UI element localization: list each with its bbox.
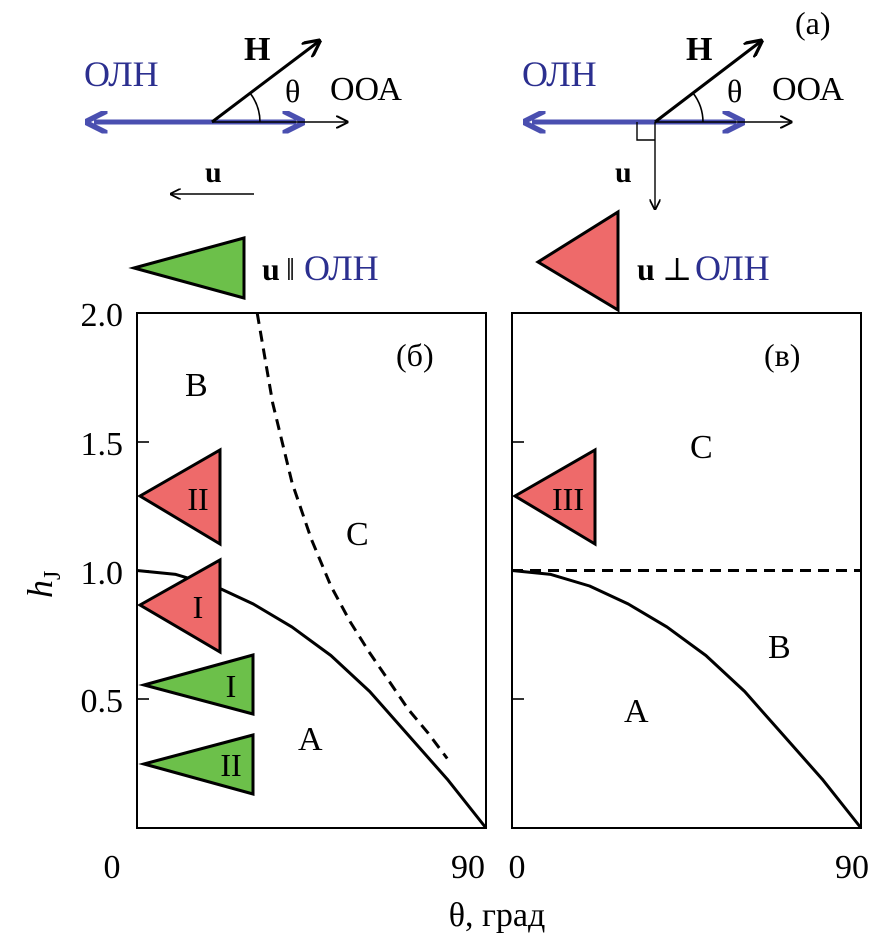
field-label: H xyxy=(244,31,270,68)
legend-parallel-u: u xyxy=(262,251,280,287)
marker-green-II-label: II xyxy=(220,747,241,783)
marker-green-I-label: I xyxy=(226,668,237,704)
region-c-B: B xyxy=(768,629,791,666)
marker-red-III-label: III xyxy=(552,481,584,517)
legend-perp-axis: ОЛН xyxy=(695,248,770,288)
angle-arc-right xyxy=(692,92,704,123)
ytick-0.5: 0.5 xyxy=(81,683,124,720)
xtick-b-90: 90 xyxy=(451,849,485,886)
marker-red-II: II xyxy=(137,447,222,547)
marker-red-II-label: II xyxy=(187,481,208,517)
xtick-c-0: 0 xyxy=(509,849,526,886)
hard-axis-label-right: ООА xyxy=(772,71,844,108)
ylabel-main: h xyxy=(20,580,60,598)
marker-green-II: II xyxy=(138,733,255,796)
angle-label: θ xyxy=(285,73,300,109)
region-b-C: C xyxy=(346,516,369,553)
marker-red-III: III xyxy=(512,447,597,547)
field-arrow-right xyxy=(654,42,760,124)
legend-parallel-symbol: ‖ xyxy=(286,251,295,287)
region-b-B: B xyxy=(185,367,208,404)
plot-c-curves xyxy=(511,569,863,829)
ylabel: hJ xyxy=(20,571,66,598)
region-c-A: A xyxy=(624,693,649,730)
easy-axis-label: ОЛН xyxy=(84,54,159,94)
hard-axis-label: ООА xyxy=(330,71,402,108)
region-b-A: A xyxy=(298,721,323,758)
ylabel-sub: J xyxy=(40,571,66,580)
legend-perp-u: u xyxy=(637,251,655,287)
panel-c-label: (в) xyxy=(764,337,800,373)
legend-perp-symbol: ⊥ xyxy=(662,251,692,287)
panel-a-left: ОЛН H θ ООА u xyxy=(84,31,402,194)
marker-green-I: I xyxy=(138,653,255,716)
ytick-1.5: 1.5 xyxy=(81,426,124,463)
marker-red-I: I xyxy=(136,557,222,655)
angle-label-right: θ xyxy=(727,73,742,109)
field-label-right: H xyxy=(686,31,712,68)
field-arrow xyxy=(211,42,318,124)
ytick-1.0: 1.0 xyxy=(81,555,124,592)
plot-b-dashed-curve xyxy=(255,312,449,760)
angle-arc xyxy=(249,92,261,123)
legend-red-triangle xyxy=(535,209,620,313)
svg-text:hJ: hJ xyxy=(20,571,66,598)
plot-c-solid-curve xyxy=(511,569,863,829)
ytick-2.0: 2.0 xyxy=(81,297,124,334)
panel-a-label: (a) xyxy=(795,5,831,41)
right-angle-mark xyxy=(636,122,655,141)
region-c-C: C xyxy=(690,429,713,466)
easy-axis-label-right: ОЛН xyxy=(522,54,597,94)
legend: u ‖ ОЛН u ⊥ ОЛН xyxy=(128,209,770,313)
marker-red-I-label: I xyxy=(193,589,204,625)
xlabel: θ, град xyxy=(449,897,546,934)
xtick-b-0: 0 xyxy=(104,849,121,886)
panel-a-right: ОЛН H θ ООА u (a) xyxy=(522,5,844,208)
legend-parallel-axis: ОЛН xyxy=(304,248,379,288)
legend-green-triangle xyxy=(128,236,246,300)
u-label: u xyxy=(205,156,222,189)
xtick-c-90: 90 xyxy=(835,849,869,886)
u-label-right: u xyxy=(615,156,632,189)
panel-b-label: (б) xyxy=(396,337,434,373)
